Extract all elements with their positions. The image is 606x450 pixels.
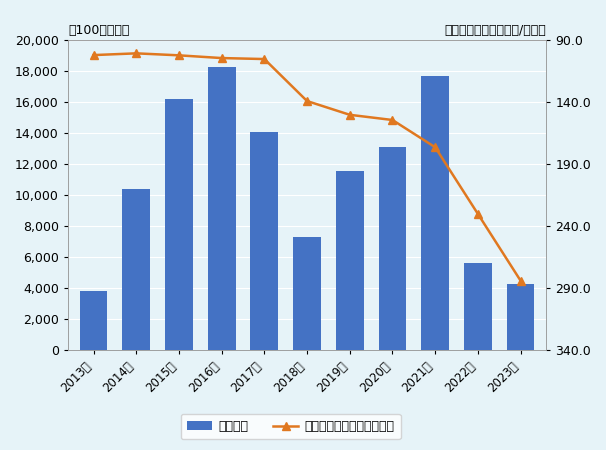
対ドル為替レート（右軸）	[133, 51, 140, 56]
対ドル為替レート（右軸）	[218, 55, 225, 61]
対ドル為替レート（右軸）	[474, 211, 482, 216]
Bar	[336, 171, 364, 350]
Bar	[421, 76, 449, 350]
Bar	[507, 284, 534, 350]
Bar	[464, 264, 492, 350]
Text: （100万ドル）: （100万ドル）	[68, 24, 129, 37]
対ドル為替レート（右軸）	[346, 112, 353, 117]
Bar	[79, 291, 107, 350]
対ドル為替レート（右軸）	[261, 56, 268, 62]
Bar	[122, 189, 150, 350]
Bar	[250, 132, 278, 350]
Legend: 外貨準備, 対ドル為替レート（右軸）: 外貨準備, 対ドル為替レート（右軸）	[181, 414, 401, 439]
対ドル為替レート（右軸）	[304, 99, 311, 104]
Bar	[165, 99, 193, 350]
Line: 対ドル為替レート（右軸）: 対ドル為替レート（右軸）	[90, 50, 524, 284]
Bar	[293, 237, 321, 350]
対ドル為替レート（右軸）	[431, 144, 439, 150]
対ドル為替レート（右軸）	[90, 52, 97, 58]
Bar	[208, 67, 236, 350]
Bar	[379, 147, 407, 350]
Text: （パキスタン・ルピー/ドル）: （パキスタン・ルピー/ドル）	[444, 24, 546, 37]
対ドル為替レート（右軸）	[175, 53, 182, 58]
対ドル為替レート（右軸）	[517, 278, 524, 284]
対ドル為替レート（右軸）	[389, 117, 396, 123]
